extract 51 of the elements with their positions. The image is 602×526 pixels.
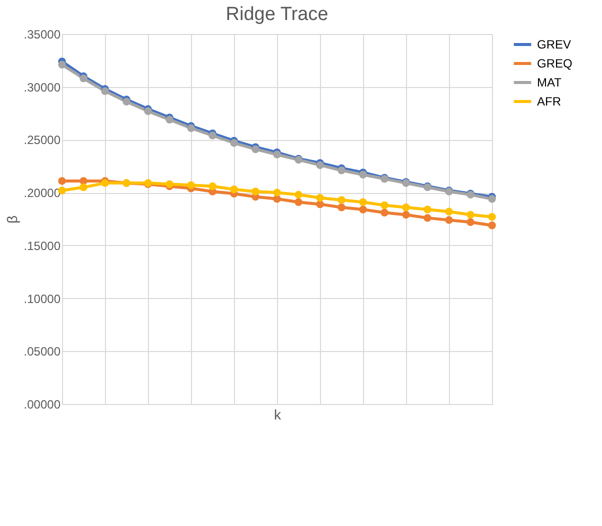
point bbox=[316, 200, 324, 208]
point bbox=[359, 206, 367, 214]
point bbox=[80, 183, 88, 192]
point bbox=[466, 210, 474, 219]
point bbox=[380, 208, 388, 217]
point bbox=[338, 166, 346, 174]
point bbox=[488, 213, 496, 221]
y-tick-label: .00000 bbox=[24, 398, 61, 412]
point bbox=[58, 60, 66, 69]
y-tick-label: .15000 bbox=[24, 238, 61, 253]
y-tick-label: .20000 bbox=[24, 186, 61, 200]
point bbox=[338, 196, 346, 204]
chart-title: Ridge Trace bbox=[226, 4, 328, 25]
legend-label: MAT bbox=[537, 76, 562, 90]
point bbox=[252, 188, 260, 196]
legend-label: AFR bbox=[537, 94, 562, 108]
legend-label: GREV bbox=[537, 38, 572, 52]
point bbox=[445, 216, 453, 224]
point bbox=[294, 198, 302, 206]
point bbox=[208, 182, 216, 190]
y-tick-label: .30000 bbox=[24, 80, 61, 94]
point bbox=[294, 190, 302, 199]
y-tick-label: .25000 bbox=[24, 133, 61, 148]
point bbox=[402, 210, 410, 219]
point bbox=[230, 186, 238, 194]
point bbox=[58, 177, 66, 185]
point bbox=[144, 107, 152, 116]
point bbox=[466, 218, 474, 226]
point bbox=[316, 194, 324, 202]
point bbox=[273, 188, 281, 196]
point bbox=[359, 198, 367, 206]
y-axis-title: β bbox=[4, 215, 20, 224]
point bbox=[80, 74, 88, 82]
point bbox=[230, 139, 238, 147]
y-tick-label: .35000 bbox=[24, 28, 61, 42]
point bbox=[445, 208, 453, 216]
legend-label: GREQ bbox=[537, 56, 572, 70]
x-axis-title: k bbox=[274, 406, 282, 422]
point bbox=[402, 204, 410, 212]
point bbox=[338, 204, 346, 212]
point bbox=[166, 180, 174, 188]
point bbox=[380, 201, 388, 210]
point bbox=[488, 195, 496, 203]
point bbox=[424, 214, 432, 222]
point bbox=[252, 145, 260, 154]
point bbox=[488, 221, 496, 230]
point bbox=[187, 181, 195, 190]
y-tick-label: .05000 bbox=[24, 344, 61, 359]
y-tick-label: .10000 bbox=[24, 292, 61, 306]
point bbox=[424, 206, 432, 214]
point bbox=[122, 98, 130, 106]
